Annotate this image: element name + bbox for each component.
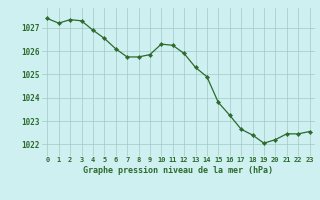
X-axis label: Graphe pression niveau de la mer (hPa): Graphe pression niveau de la mer (hPa) [84, 166, 273, 175]
